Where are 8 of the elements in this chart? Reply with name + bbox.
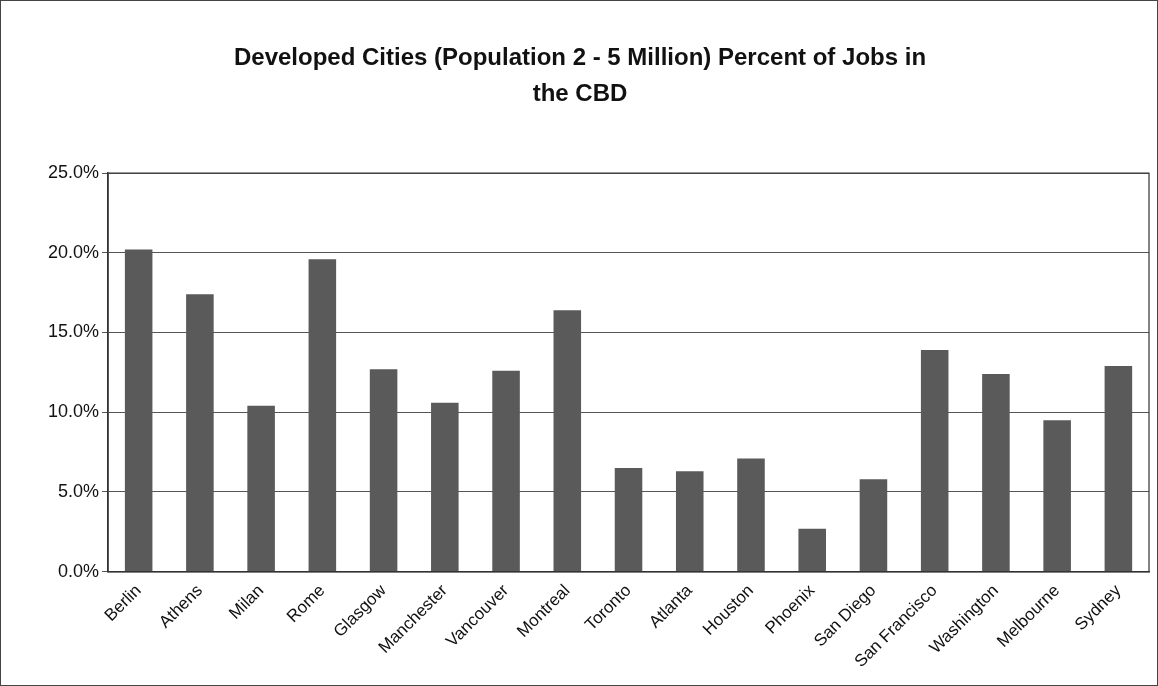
y-tick-label: 0.0% [58, 560, 100, 581]
y-tick-label: 20.0% [47, 241, 100, 262]
y-tick-label: 25.0% [47, 161, 100, 182]
bar [798, 528, 826, 572]
y-tick-label: 15.0% [47, 321, 100, 342]
chart-title: Developed Cities (Population 2 - 5 Million) Percent of Jobs in the CBD [232, 42, 928, 108]
y-tick-label: 10.0% [47, 401, 100, 422]
y-tick-label: 5.0% [58, 480, 100, 501]
